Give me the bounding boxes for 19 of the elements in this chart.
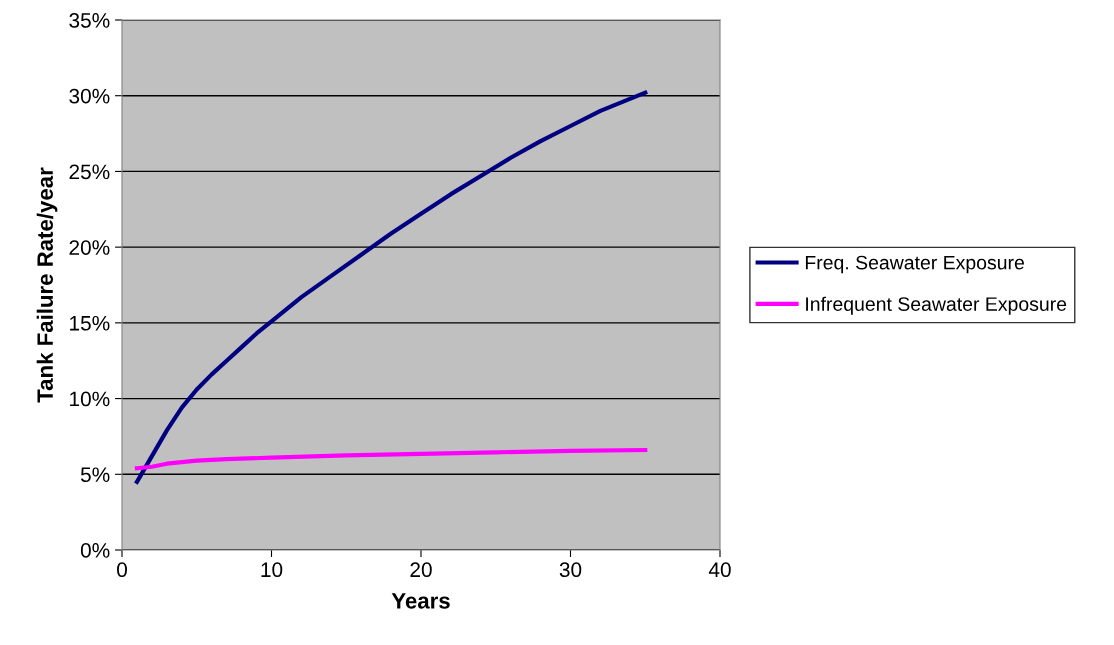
x-axis-title: Years <box>391 593 450 609</box>
y-tick-label: 20% <box>69 240 110 255</box>
legend-label: Infrequent Seawater Exposure <box>806 296 1067 315</box>
x-tick-label: 10 <box>261 562 283 578</box>
y-tick-label: 10% <box>70 391 110 407</box>
line-series <box>134 447 648 471</box>
x-tick-label: 20 <box>410 562 432 578</box>
y-tick-label: 0% <box>80 543 110 558</box>
legend-label: Freq. Seawater Exposure <box>805 255 1024 274</box>
y-axis-title: Tank Failure Rate/year <box>36 167 58 403</box>
y-tick-label: 30% <box>69 88 110 104</box>
y-tick-label: 25% <box>69 164 110 180</box>
y-tick-label: 15% <box>70 315 110 331</box>
x-tick-label: 0 <box>117 562 127 578</box>
y-tick-label: 35% <box>69 13 110 28</box>
y-tick-label: 5% <box>80 467 110 483</box>
x-tick-label: 30 <box>559 562 582 578</box>
line-series <box>134 90 648 484</box>
x-tick-label: 40 <box>708 562 731 578</box>
